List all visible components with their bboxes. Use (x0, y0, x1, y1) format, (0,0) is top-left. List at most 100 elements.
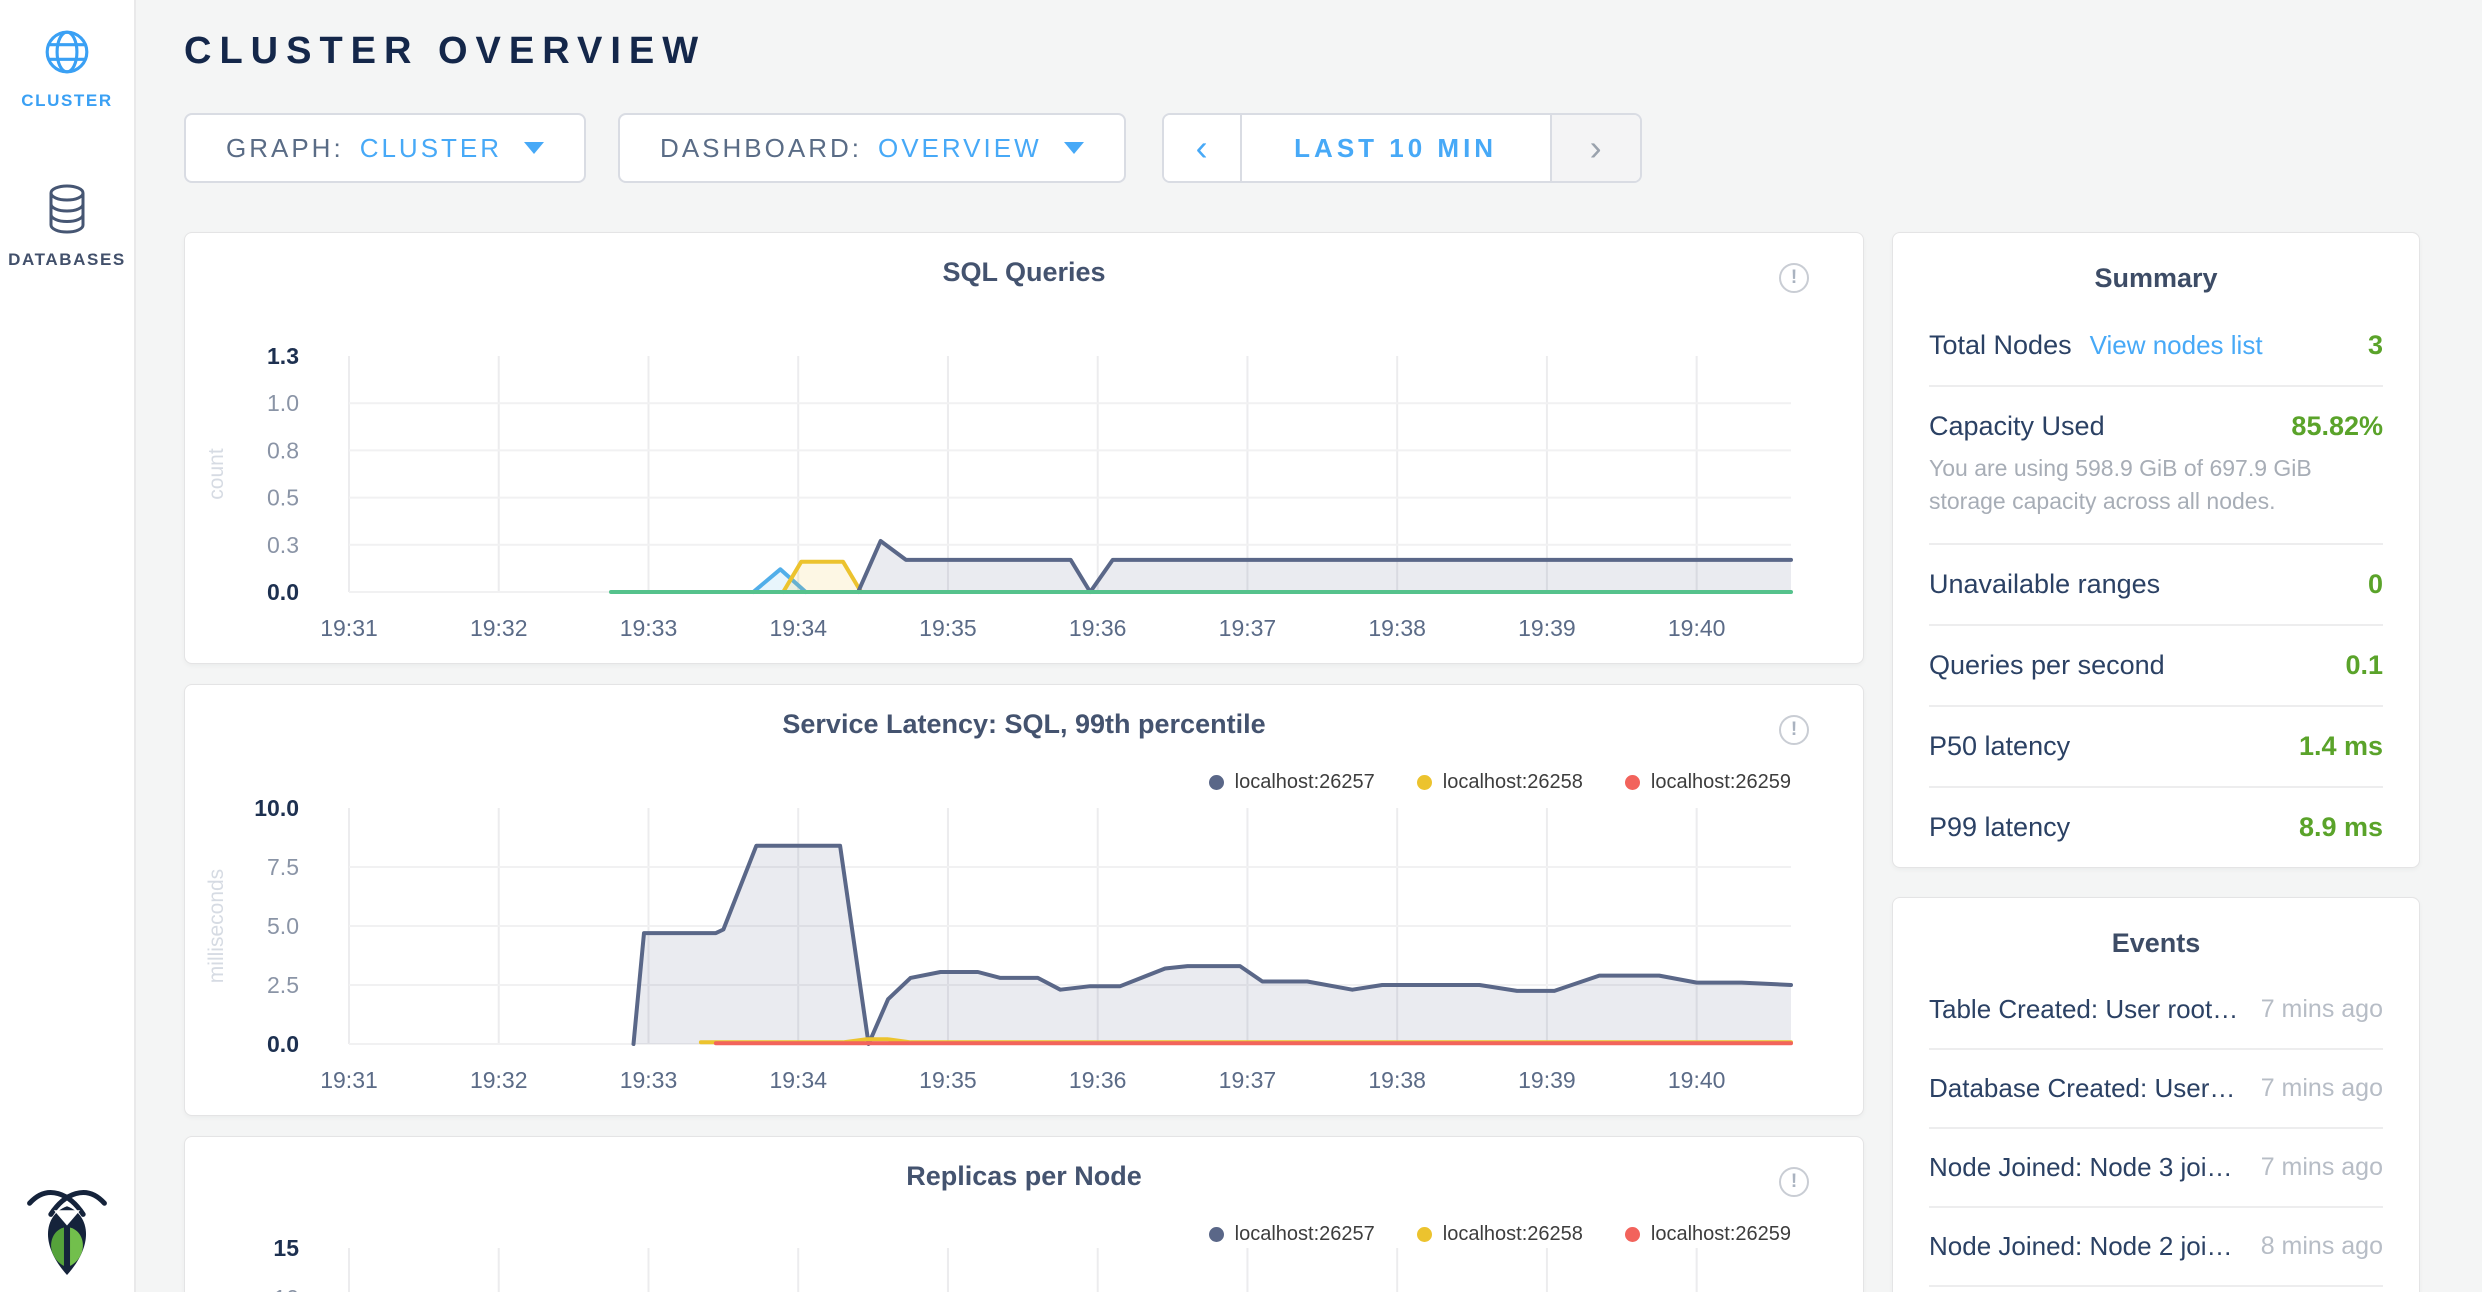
main-content: CLUSTER OVERVIEW GRAPH: CLUSTER DASHBOAR… (138, 0, 2482, 1292)
time-range-selector: ‹ LAST 10 MIN › (1162, 113, 1642, 183)
svg-text:0.0: 0.0 (267, 579, 299, 605)
summary-row: Queries per second 0.1 (1929, 626, 2383, 707)
time-range-label[interactable]: LAST 10 MIN (1242, 115, 1550, 181)
event-row: Table Created: User root cre... 7 mins ag… (1929, 971, 2383, 1050)
service-latency-plot[interactable]: 19:3119:3219:3319:3419:3519:3619:3719:38… (185, 785, 1863, 1109)
svg-text:19:40: 19:40 (1668, 615, 1726, 641)
summary-row: Total Nodes View nodes list 3 (1929, 306, 2383, 387)
svg-text:0.8: 0.8 (267, 437, 299, 463)
sidebar: CLUSTER DATABASES (0, 0, 136, 1292)
summary-row-value: 0.1 (2345, 650, 2383, 681)
dashboard-content: SQL Queries ! 19:3119:3219:3319:3419:351… (184, 232, 2420, 1292)
svg-text:19:31: 19:31 (320, 615, 378, 641)
info-icon[interactable]: ! (1779, 1167, 1809, 1197)
svg-text:19:34: 19:34 (769, 615, 827, 641)
svg-text:19:31: 19:31 (320, 1067, 378, 1093)
svg-text:0.5: 0.5 (267, 485, 299, 511)
event-text: Table Created: User root cre... (1929, 994, 2239, 1025)
event-time: 7 mins ago (2261, 995, 2383, 1024)
graph-dropdown[interactable]: GRAPH: CLUSTER (184, 113, 586, 183)
graph-dropdown-value: CLUSTER (360, 133, 502, 164)
svg-text:19:35: 19:35 (919, 1067, 977, 1093)
cockroachdb-logo (0, 1181, 134, 1282)
sidebar-item-databases[interactable]: DATABASES (0, 183, 134, 270)
svg-text:19:37: 19:37 (1219, 615, 1277, 641)
summary-row-label: Queries per second (1929, 650, 2165, 681)
summary-row: Capacity Used 85.82% You are using 598.9 G… (1929, 387, 2383, 545)
svg-text:0.0: 0.0 (267, 1031, 299, 1057)
chart-card-sql-queries: SQL Queries ! 19:3119:3219:3319:3419:351… (184, 232, 1864, 664)
summary-row-label: Total Nodes (1929, 330, 2072, 361)
chart-title: Service Latency: SQL, 99th percentile (185, 685, 1863, 740)
svg-text:19:32: 19:32 (470, 1067, 528, 1093)
dashboard-dropdown[interactable]: DASHBOARD: OVERVIEW (618, 113, 1126, 183)
summary-row: P99 latency 8.9 ms (1929, 788, 2383, 867)
summary-row-label: P50 latency (1929, 731, 2070, 762)
svg-text:19:38: 19:38 (1368, 615, 1426, 641)
sql-queries-plot[interactable]: 19:3119:3219:3319:3419:3519:3619:3719:38… (185, 333, 1863, 657)
svg-text:19:39: 19:39 (1518, 1067, 1576, 1093)
svg-text:1.3: 1.3 (267, 343, 299, 369)
svg-text:19:33: 19:33 (620, 615, 678, 641)
svg-text:count: count (205, 448, 228, 500)
replicas-per-node-plot[interactable]: 19:3119:3219:3319:3419:3519:3619:3719:38… (185, 1225, 1863, 1292)
summary-row-label: Capacity Used (1929, 411, 2105, 442)
info-icon[interactable]: ! (1779, 715, 1809, 745)
svg-text:19:38: 19:38 (1368, 1067, 1426, 1093)
event-time: 8 mins ago (2261, 1232, 2383, 1261)
svg-text:19:32: 19:32 (470, 615, 528, 641)
summary-row-value: 85.82% (2291, 411, 2383, 442)
summary-row: P50 latency 1.4 ms (1929, 707, 2383, 788)
summary-row-value: 3 (2368, 330, 2383, 361)
svg-text:5.0: 5.0 (267, 913, 299, 939)
events-title: Events (1929, 898, 2383, 971)
event-row: Database Created: User roo... 7 mins ago (1929, 1050, 2383, 1129)
charts-column: SQL Queries ! 19:3119:3219:3319:3419:351… (184, 232, 1864, 1292)
svg-text:10: 10 (273, 1285, 299, 1292)
svg-text:1.0: 1.0 (267, 390, 299, 416)
svg-text:0.3: 0.3 (267, 532, 299, 558)
sidebar-item-label: DATABASES (0, 250, 134, 270)
summary-row-value: 1.4 ms (2299, 731, 2383, 762)
svg-text:2.5: 2.5 (267, 972, 299, 998)
event-row: Node Joined: Node 2 joined... 8 mins ago (1929, 1208, 2383, 1287)
time-next-button[interactable]: › (1550, 115, 1640, 181)
svg-text:19:34: 19:34 (769, 1067, 827, 1093)
svg-text:19:36: 19:36 (1069, 615, 1127, 641)
summary-title: Summary (1929, 233, 2383, 306)
svg-text:10.0: 10.0 (254, 795, 299, 821)
chevron-down-icon (524, 142, 544, 154)
event-text: Node Joined: Node 3 joined... (1929, 1152, 2239, 1183)
svg-text:19:36: 19:36 (1069, 1067, 1127, 1093)
summary-row-value: 8.9 ms (2299, 812, 2383, 843)
summary-row-label: P99 latency (1929, 812, 2070, 843)
page-title: CLUSTER OVERVIEW (184, 30, 2482, 73)
event-row: Node Joined: Node 1 joined...8 mins ago (1929, 1287, 2383, 1292)
svg-text:19:40: 19:40 (1668, 1067, 1726, 1093)
chart-title: SQL Queries (185, 233, 1863, 288)
info-icon[interactable]: ! (1779, 263, 1809, 293)
event-row: Node Joined: Node 3 joined... 7 mins ago (1929, 1129, 2383, 1208)
capacity-subtext: You are using 598.9 GiB of 697.9 GiB sto… (1929, 452, 2383, 519)
sidebar-item-cluster[interactable]: CLUSTER (0, 28, 134, 111)
chart-card-replicas-per-node: Replicas per Node ! localhost:26257local… (184, 1136, 1864, 1292)
view-nodes-link[interactable]: View nodes list (2090, 330, 2263, 361)
summary-row-value: 0 (2368, 569, 2383, 600)
globe-icon (43, 28, 91, 76)
event-time: 7 mins ago (2261, 1153, 2383, 1182)
database-icon (44, 183, 90, 235)
side-column: Summary Total Nodes View nodes list 3 Capac… (1892, 232, 2420, 1292)
events-panel: Events Table Created: User root cre... 7 … (1892, 897, 2420, 1292)
time-prev-button[interactable]: ‹ (1164, 115, 1242, 181)
chart-card-service-latency: Service Latency: SQL, 99th percentile ! … (184, 684, 1864, 1116)
event-text: Node Joined: Node 2 joined... (1929, 1231, 2239, 1262)
event-text: Database Created: User roo... (1929, 1073, 2239, 1104)
graph-dropdown-label: GRAPH: (226, 133, 344, 164)
dashboard-dropdown-label: DASHBOARD: (660, 133, 862, 164)
controls-bar: GRAPH: CLUSTER DASHBOARD: OVERVIEW ‹ LAS… (184, 113, 1642, 183)
event-time: 7 mins ago (2261, 1074, 2383, 1103)
svg-text:19:33: 19:33 (620, 1067, 678, 1093)
svg-text:7.5: 7.5 (267, 854, 299, 880)
svg-text:19:39: 19:39 (1518, 615, 1576, 641)
chart-title: Replicas per Node (185, 1137, 1863, 1192)
